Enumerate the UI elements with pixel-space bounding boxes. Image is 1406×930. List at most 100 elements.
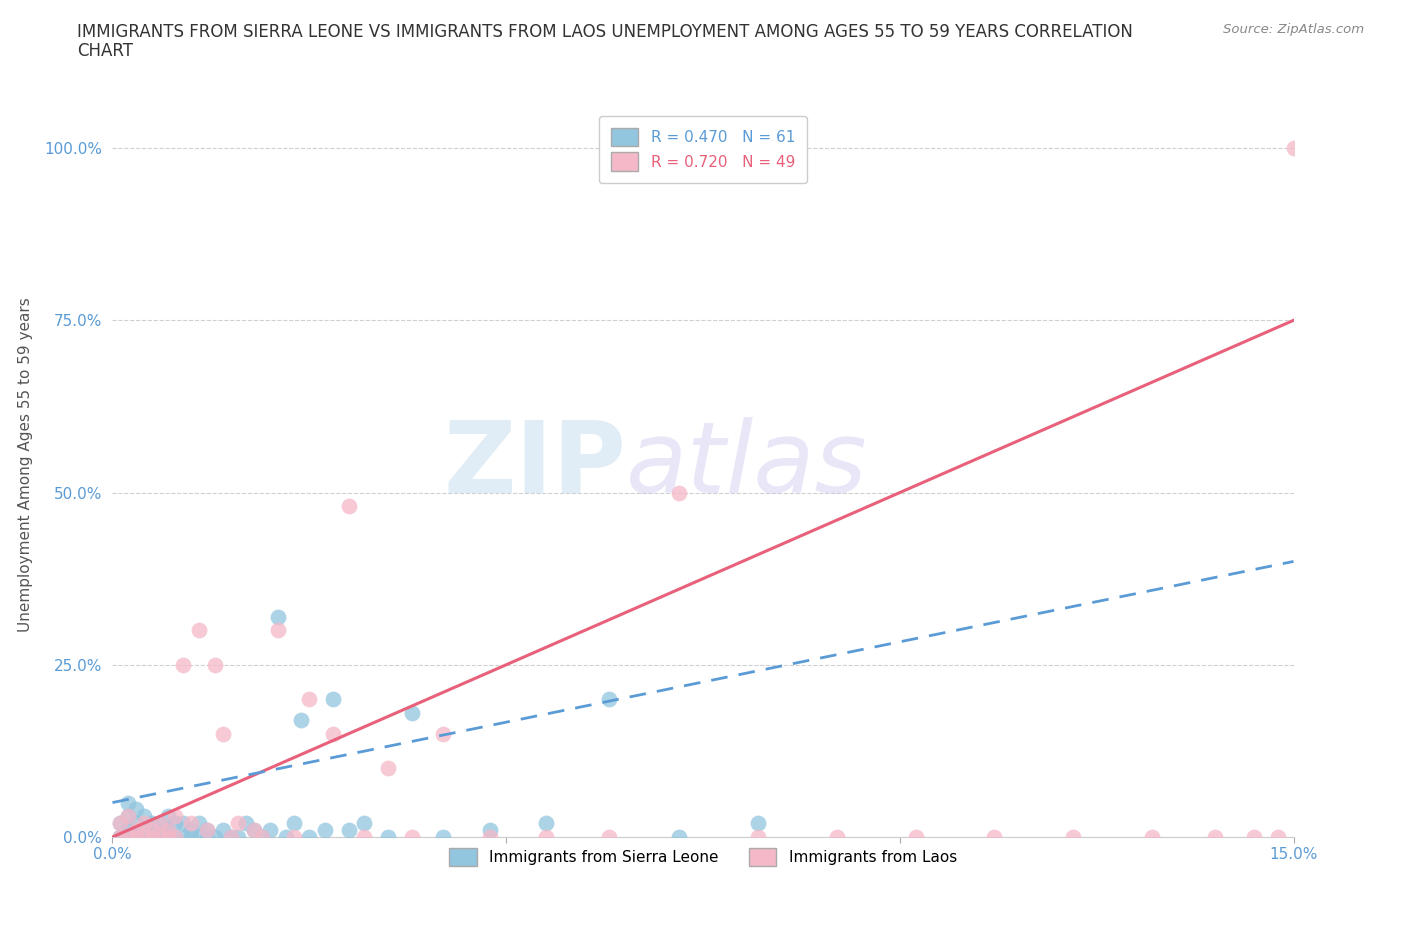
Point — [204, 830, 226, 844]
Point — [141, 830, 163, 844]
Point — [353, 816, 375, 830]
Point — [668, 830, 690, 844]
Point — [983, 830, 1005, 844]
Point — [172, 830, 194, 844]
Point — [195, 823, 218, 838]
Point — [1140, 830, 1163, 844]
Point — [195, 830, 218, 844]
Point — [165, 809, 187, 824]
Point — [1267, 830, 1289, 844]
Point — [141, 823, 163, 838]
Point — [117, 823, 139, 838]
Point — [132, 809, 155, 824]
Point — [267, 623, 290, 638]
Point — [165, 830, 187, 844]
Legend: Immigrants from Sierra Leone, Immigrants from Laos: Immigrants from Sierra Leone, Immigrants… — [441, 840, 965, 874]
Point — [156, 823, 179, 838]
Point — [1243, 830, 1265, 844]
Point — [204, 658, 226, 672]
Point — [283, 830, 305, 844]
Point — [149, 816, 172, 830]
Point — [180, 830, 202, 844]
Point — [1282, 140, 1305, 155]
Point — [149, 816, 172, 830]
Point — [479, 830, 502, 844]
Point — [377, 761, 399, 776]
Point — [149, 823, 172, 838]
Point — [747, 830, 769, 844]
Point — [132, 830, 155, 844]
Point — [337, 823, 360, 838]
Point — [125, 830, 148, 844]
Point — [125, 816, 148, 830]
Point — [149, 830, 172, 844]
Point — [314, 823, 336, 838]
Text: CHART: CHART — [77, 42, 134, 60]
Point — [432, 726, 454, 741]
Point — [290, 712, 312, 727]
Point — [195, 823, 218, 838]
Point — [110, 830, 132, 844]
Point — [274, 830, 297, 844]
Text: Source: ZipAtlas.com: Source: ZipAtlas.com — [1223, 23, 1364, 36]
Point — [235, 816, 257, 830]
Point — [228, 816, 250, 830]
Point — [117, 830, 139, 844]
Point — [117, 809, 139, 824]
Point — [534, 830, 557, 844]
Point — [298, 692, 321, 707]
Point — [172, 816, 194, 830]
Point — [322, 726, 344, 741]
Text: ZIP: ZIP — [443, 417, 626, 513]
Point — [188, 816, 211, 830]
Point — [156, 830, 179, 844]
Point — [180, 823, 202, 838]
Text: atlas: atlas — [626, 417, 868, 513]
Point — [110, 830, 132, 844]
Point — [132, 830, 155, 844]
Point — [904, 830, 927, 844]
Point — [1062, 830, 1084, 844]
Point — [211, 823, 233, 838]
Point — [250, 830, 273, 844]
Point — [401, 830, 423, 844]
Point — [125, 830, 148, 844]
Point — [110, 816, 132, 830]
Point — [322, 692, 344, 707]
Point — [228, 830, 250, 844]
Point — [165, 816, 187, 830]
Point — [219, 830, 242, 844]
Point — [172, 658, 194, 672]
Point — [141, 830, 163, 844]
Point — [188, 623, 211, 638]
Point — [283, 816, 305, 830]
Point — [156, 809, 179, 824]
Point — [479, 823, 502, 838]
Point — [337, 498, 360, 513]
Point — [250, 830, 273, 844]
Point — [825, 830, 848, 844]
Point — [401, 706, 423, 721]
Point — [298, 830, 321, 844]
Point — [110, 816, 132, 830]
Point — [117, 830, 139, 844]
Point — [141, 830, 163, 844]
Point — [747, 816, 769, 830]
Point — [110, 830, 132, 844]
Point — [432, 830, 454, 844]
Point — [1204, 830, 1226, 844]
Point — [132, 823, 155, 838]
Point — [132, 816, 155, 830]
Y-axis label: Unemployment Among Ages 55 to 59 years: Unemployment Among Ages 55 to 59 years — [18, 298, 32, 632]
Point — [117, 809, 139, 824]
Point — [668, 485, 690, 500]
Point — [149, 830, 172, 844]
Point — [219, 830, 242, 844]
Point — [259, 823, 281, 838]
Text: IMMIGRANTS FROM SIERRA LEONE VS IMMIGRANTS FROM LAOS UNEMPLOYMENT AMONG AGES 55 : IMMIGRANTS FROM SIERRA LEONE VS IMMIGRAN… — [77, 23, 1133, 41]
Point — [141, 823, 163, 838]
Point — [353, 830, 375, 844]
Point — [598, 830, 620, 844]
Point — [132, 830, 155, 844]
Point — [377, 830, 399, 844]
